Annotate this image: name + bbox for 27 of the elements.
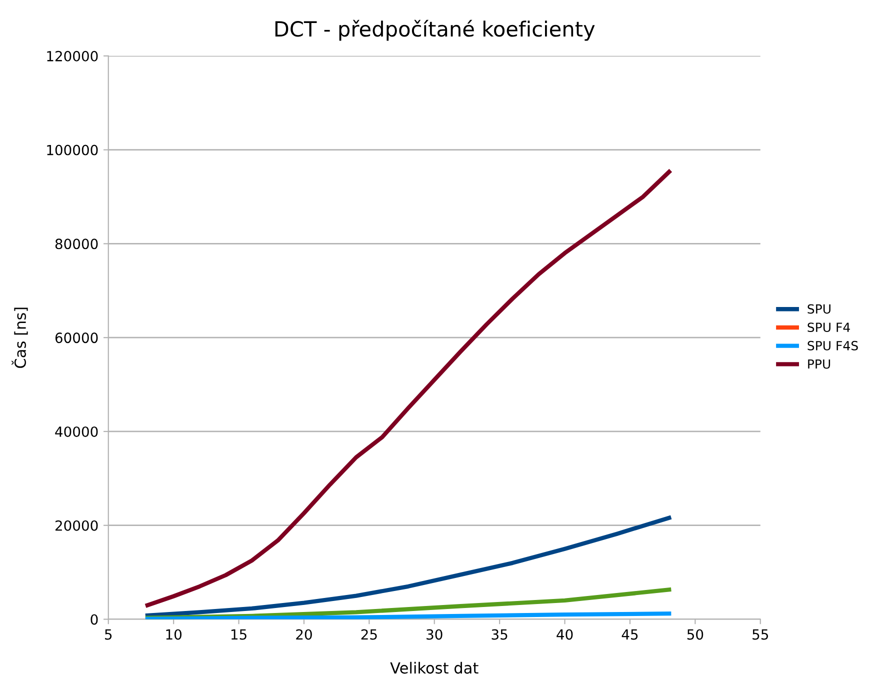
legend-label: SPU <box>808 304 830 314</box>
x-tick-label: 20 <box>296 629 312 640</box>
x-tick-label: 55 <box>752 629 768 640</box>
legend-label: SPU F4S <box>808 340 858 350</box>
y-tick-label: 60000 <box>55 332 98 344</box>
x-tick-label: 40 <box>556 629 573 640</box>
x-tick-label: 35 <box>492 629 508 640</box>
x-axis-title: Velikost dat <box>390 662 478 674</box>
y-axis-title: Čas [ns] <box>12 308 28 368</box>
y-tick-label: 40000 <box>55 426 98 437</box>
y-tick-label: 120000 <box>47 50 98 62</box>
y-tick-label: 20000 <box>55 520 98 531</box>
legend-label: PPU <box>808 359 830 369</box>
x-tick-label: 10 <box>166 629 182 640</box>
y-tick-label: 100000 <box>47 144 98 156</box>
y-tick-label: 80000 <box>55 238 98 250</box>
legend-label: SPU F4 <box>808 322 850 332</box>
x-tick-label: 50 <box>687 629 704 640</box>
y-tick-label: 0 <box>90 614 98 625</box>
x-tick-label: 45 <box>622 629 638 640</box>
line-series <box>145 516 672 618</box>
x-tick-label: 15 <box>231 629 246 640</box>
x-tick-label: 25 <box>361 629 377 640</box>
chart-title: DCT - předpočítané koeficienty <box>275 20 595 41</box>
x-tick-label: 30 <box>426 629 442 640</box>
line-series <box>145 170 672 608</box>
x-tick-label: 5 <box>105 629 112 640</box>
